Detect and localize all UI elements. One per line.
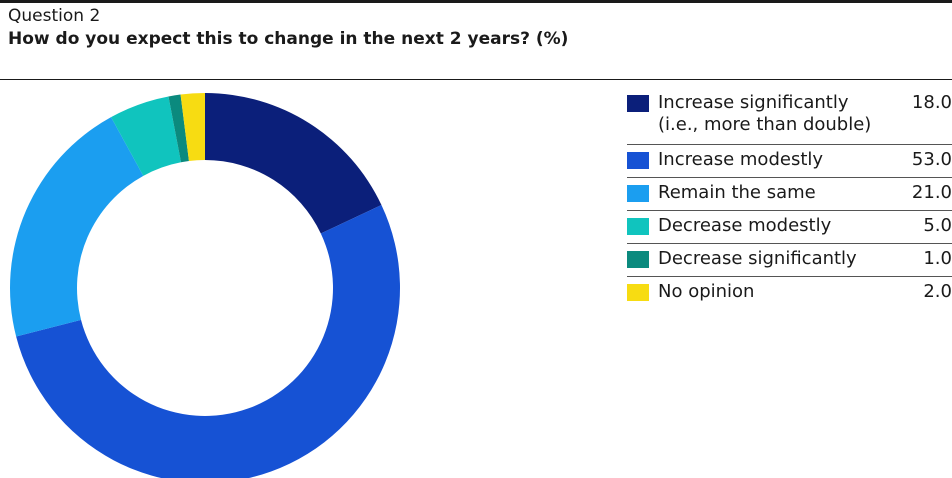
title-rule [0,79,952,80]
legend-value-increase-modestly: 53.0 [911,149,952,170]
legend-label-remain-the-same: Remain the same [658,182,816,203]
donut-slice-decrease-modestly [111,96,182,176]
legend-value-decrease-significantly: 1.0 [923,248,952,269]
legend-label-decrease-modestly: Decrease modestly [658,215,832,236]
donut-slice-no-opinion [180,93,205,162]
donut-slice-increase-significantly [205,93,382,234]
legend-row-remain-the-same: Remain the same 21.0 [627,178,952,211]
legend-swatch-decrease-significantly [627,251,649,268]
legend-label-increase-significantly: Increase significantly [658,92,849,113]
legend-row-increase-significantly: Increase significantly (i.e., more than … [627,88,952,145]
donut-slice-increase-modestly [16,204,400,478]
legend-swatch-increase-significantly [627,95,649,112]
legend-label-decrease-significantly: Decrease significantly [658,248,857,269]
legend-swatch-remain-the-same [627,185,649,202]
legend-row-decrease-modestly: Decrease modestly 5.0 [627,211,952,244]
legend-label-no-opinion: No opinion [658,281,755,302]
question-label: Question 2 [8,6,101,26]
legend-row-increase-modestly: Increase modestly 53.0 [627,145,952,178]
question-title: How do you expect this to change in the … [8,29,569,49]
legend-swatch-no-opinion [627,284,649,301]
legend-value-decrease-modestly: 5.0 [923,215,952,236]
legend-swatch-increase-modestly [627,152,649,169]
donut-slice-remain-the-same [9,117,144,337]
legend-row-decrease-significantly: Decrease significantly 1.0 [627,244,952,277]
legend-value-no-opinion: 2.0 [923,281,952,302]
legend: Increase significantly (i.e., more than … [627,88,952,310]
donut-chart [9,93,400,478]
legend-value-increase-significantly: 18.0 [911,92,952,113]
legend-sublabel-increase-significantly: (i.e., more than double) [658,114,872,135]
legend-label-increase-modestly: Increase modestly [658,149,824,170]
top-rule [0,0,952,3]
donut-slice-decrease-significantly [168,94,189,163]
legend-swatch-decrease-modestly [627,218,649,235]
legend-row-no-opinion: No opinion 2.0 [627,277,952,310]
legend-value-remain-the-same: 21.0 [911,182,952,203]
